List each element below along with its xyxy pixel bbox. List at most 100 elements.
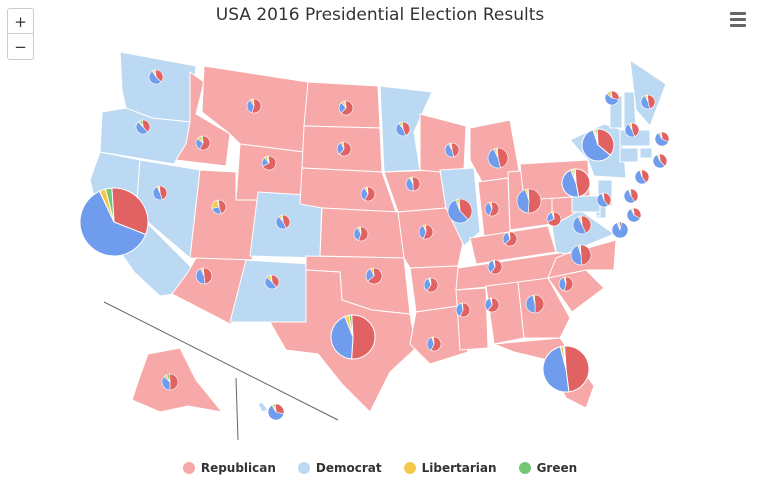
- pie-district-of-columbia[interactable]: [611, 221, 629, 239]
- pie-minnesota[interactable]: [395, 121, 411, 137]
- pie-north-carolina[interactable]: [570, 244, 592, 266]
- legend-item-green[interactable]: Green: [518, 458, 577, 478]
- state-maryland[interactable]: [571, 195, 601, 213]
- state-louisiana[interactable]: [409, 305, 469, 365]
- pie-slice-green: [359, 226, 362, 235]
- pie-slice-democrat: [152, 186, 163, 201]
- pie-delaware[interactable]: [623, 188, 639, 204]
- pie-slice-republican: [504, 231, 518, 247]
- pie-slice-democrat: [640, 95, 651, 110]
- pie-kansas[interactable]: [353, 226, 369, 242]
- pie-missouri[interactable]: [418, 224, 434, 240]
- state-district-of-columbia[interactable]: [595, 211, 601, 217]
- pie-north-dakota[interactable]: [338, 100, 354, 116]
- pie-new-hampshire[interactable]: [640, 94, 656, 110]
- pie-nevada[interactable]: [152, 185, 168, 201]
- state-connecticut[interactable]: [619, 147, 639, 163]
- pie-slice-green: [659, 131, 663, 140]
- hamburger-menu-icon[interactable]: [730, 12, 754, 32]
- pie-slice-green: [158, 185, 161, 194]
- legend-item-democrat[interactable]: Democrat: [297, 458, 382, 478]
- pie-indiana[interactable]: [484, 201, 500, 217]
- state-hawaii[interactable]: [257, 401, 269, 413]
- pie-slice-republican: [603, 192, 612, 207]
- pie-iowa[interactable]: [405, 176, 421, 192]
- legend-label-libertarian: Libertarian: [421, 461, 497, 475]
- state-georgia[interactable]: [517, 277, 571, 339]
- state-nebraska[interactable]: [299, 167, 397, 213]
- pie-slice-democrat: [624, 123, 635, 138]
- state-wisconsin[interactable]: [419, 113, 467, 173]
- pie-slice-green: [493, 259, 496, 268]
- pie-utah[interactable]: [211, 199, 227, 215]
- pie-slice-republican: [458, 198, 473, 221]
- pie-nebraska[interactable]: [360, 186, 376, 202]
- pie-oklahoma[interactable]: [365, 267, 383, 285]
- pie-slice-green: [252, 98, 255, 107]
- pie-hawaii[interactable]: [267, 403, 285, 421]
- pie-maryland[interactable]: [626, 207, 642, 223]
- pie-slice-democrat: [542, 346, 570, 393]
- pie-massachusetts[interactable]: [654, 131, 670, 147]
- state-rhode-island[interactable]: [639, 147, 653, 159]
- pie-slice-democrat: [596, 192, 609, 208]
- state-mississippi[interactable]: [455, 287, 489, 351]
- pie-south-dakota[interactable]: [336, 141, 352, 157]
- pie-slice-green: [348, 314, 354, 338]
- pie-mississippi[interactable]: [455, 302, 471, 318]
- pie-virginia[interactable]: [572, 215, 592, 235]
- pie-montana[interactable]: [246, 98, 262, 114]
- pie-alabama[interactable]: [484, 297, 500, 313]
- pie-slice-green: [630, 122, 633, 131]
- pie-georgia[interactable]: [525, 294, 545, 314]
- pie-wyoming[interactable]: [261, 155, 277, 171]
- pie-slice-green: [572, 168, 577, 184]
- pie-idaho[interactable]: [195, 135, 211, 151]
- pie-connecticut[interactable]: [634, 169, 650, 185]
- pie-rhode-island[interactable]: [652, 153, 668, 169]
- pie-new-york[interactable]: [581, 128, 615, 162]
- pie-south-carolina[interactable]: [558, 276, 574, 292]
- pie-alaska[interactable]: [161, 373, 179, 391]
- state-idaho[interactable]: [175, 71, 231, 167]
- pie-slice-republican: [251, 98, 262, 114]
- pie-slice-republican: [574, 168, 591, 198]
- pie-slice-republican: [282, 214, 291, 229]
- pie-arizona[interactable]: [195, 267, 213, 285]
- state-maine[interactable]: [629, 58, 667, 127]
- pie-west-virginia[interactable]: [546, 211, 562, 227]
- zoom-in-button[interactable]: +: [7, 8, 34, 34]
- pie-maine[interactable]: [624, 122, 640, 138]
- pie-new-mexico[interactable]: [264, 274, 280, 290]
- pie-slice-green: [139, 119, 144, 128]
- pie-michigan[interactable]: [487, 147, 509, 169]
- pie-vermont[interactable]: [604, 90, 620, 106]
- pie-kentucky[interactable]: [502, 231, 518, 247]
- pie-florida[interactable]: [542, 345, 590, 393]
- pie-slice-democrat: [558, 276, 567, 292]
- pie-texas[interactable]: [330, 314, 376, 360]
- pie-ohio[interactable]: [516, 188, 542, 214]
- pie-slice-green: [564, 276, 567, 285]
- legend-item-republican[interactable]: Republican: [182, 458, 276, 478]
- state-alabama[interactable]: [485, 281, 525, 345]
- pie-arkansas[interactable]: [423, 277, 439, 293]
- pie-washington[interactable]: [148, 69, 164, 85]
- pie-illinois[interactable]: [447, 198, 473, 224]
- pie-slice-democrat: [444, 143, 455, 158]
- pie-louisiana[interactable]: [426, 336, 442, 352]
- pie-new-jersey[interactable]: [596, 192, 612, 208]
- pie-tennessee[interactable]: [487, 259, 503, 275]
- pie-slice-green: [457, 198, 461, 212]
- pie-pennsylvania[interactable]: [561, 168, 591, 198]
- pie-slice-republican: [199, 135, 211, 151]
- pie-slice-green: [594, 128, 599, 146]
- inset-separators: [103, 301, 339, 441]
- zoom-out-button[interactable]: −: [7, 34, 34, 60]
- pie-slice-democrat: [652, 154, 666, 169]
- pie-oregon[interactable]: [135, 119, 151, 135]
- pie-california[interactable]: [79, 187, 149, 257]
- pie-wisconsin[interactable]: [444, 142, 460, 158]
- pie-colorado[interactable]: [275, 214, 291, 230]
- legend-item-libertarian[interactable]: Libertarian: [403, 458, 497, 478]
